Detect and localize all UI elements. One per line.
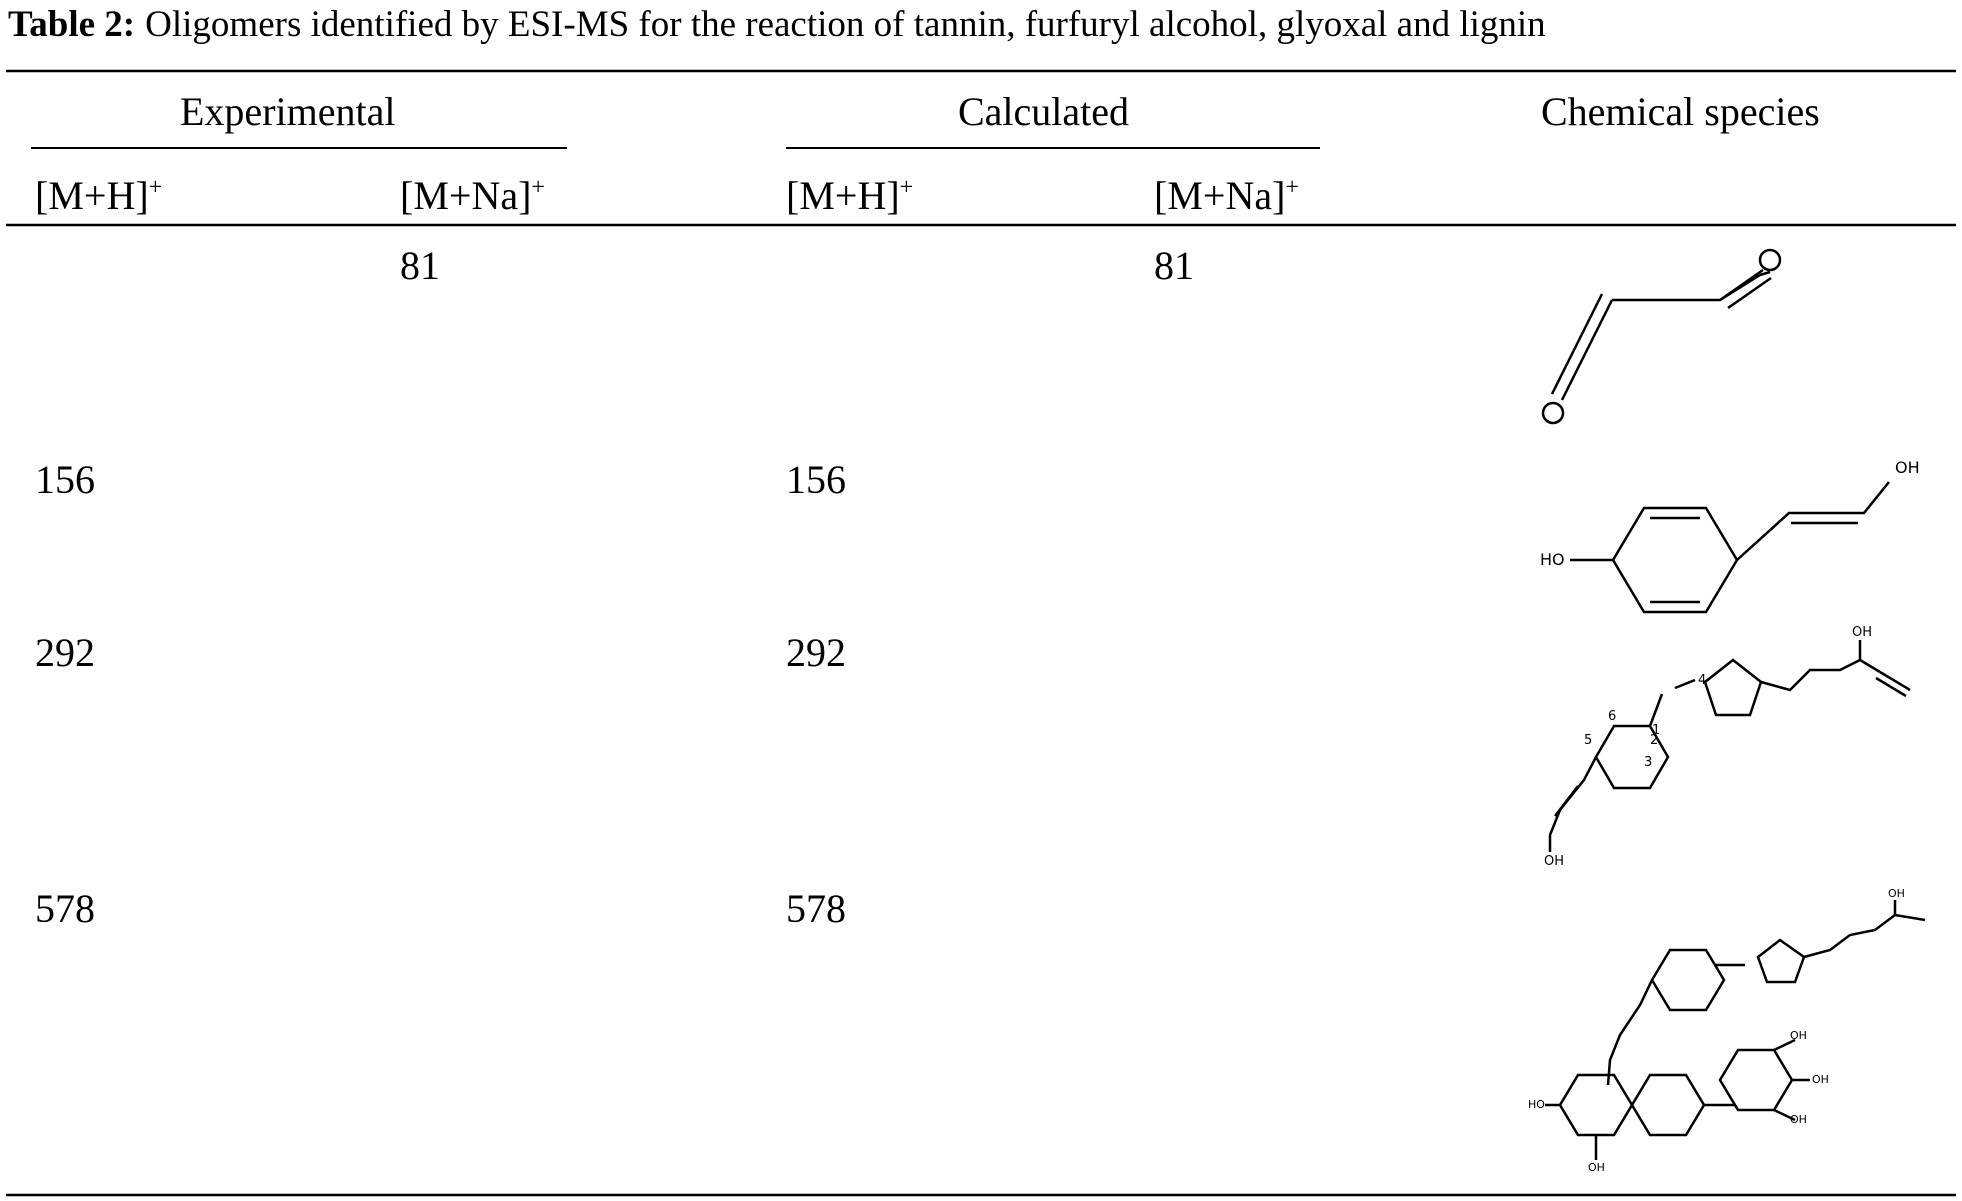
header-base: [M+H] [35, 173, 149, 218]
structure-oligomer [1545, 900, 1926, 1160]
atom-label: OH [1790, 1113, 1807, 1126]
table-caption: Table 2: Oligomers identified by ESI-MS f… [8, 6, 1546, 43]
column-header: [M+Na]+ [1154, 176, 1299, 216]
cell: 578 [35, 886, 95, 931]
cell: 578 [786, 886, 846, 931]
caption-label: Table 2: [8, 4, 136, 45]
atom-label: OH [1790, 1029, 1807, 1042]
header-base: [M+H] [786, 173, 900, 218]
atom-label: 2 [1650, 733, 1659, 748]
cell: 292 [786, 630, 846, 675]
caption-text: Oligomers identified by ESI-MS for the r… [145, 4, 1546, 45]
cell: 156 [786, 457, 846, 502]
atom-label: HO [1540, 550, 1565, 569]
header-sup: + [1285, 174, 1299, 201]
header-sup: + [148, 174, 163, 201]
group-header: Calculated [958, 89, 1130, 134]
atom-label: 6 [1608, 709, 1617, 724]
group-header: Experimental [180, 89, 396, 134]
column-header: [M+Na]+ [400, 176, 545, 216]
column-header: [M+H]+ [786, 176, 913, 216]
header-sup: + [531, 174, 545, 201]
cell: 156 [35, 457, 95, 502]
atom-label: OH [1812, 1073, 1829, 1086]
header-base: [M+Na] [400, 173, 532, 218]
structure-glyoxal [1541, 248, 1782, 425]
header-sup: + [899, 174, 914, 201]
atom-label: 4 [1698, 673, 1707, 688]
header-base: [M+Na] [1154, 173, 1286, 218]
atom-label: HO [1528, 1098, 1545, 1111]
column-header: [M+H]+ [35, 176, 162, 216]
atom-label: OH [1852, 625, 1873, 640]
cell: 292 [35, 630, 95, 675]
atom-label: 1 [1652, 723, 1661, 738]
structure-coumaryl-alcohol [1570, 481, 1890, 614]
structure-dimer [1548, 640, 1911, 852]
atom-label: OH [1895, 458, 1920, 477]
atom-label: OH [1544, 854, 1565, 869]
cell: 81 [1154, 243, 1194, 288]
cell: 81 [400, 243, 440, 288]
group-header: Chemical species [1541, 89, 1820, 134]
atom-label: 5 [1584, 733, 1593, 748]
atom-label: OH [1888, 887, 1905, 900]
atom-label: OH [1588, 1161, 1605, 1174]
atom-label: 3 [1644, 755, 1653, 770]
